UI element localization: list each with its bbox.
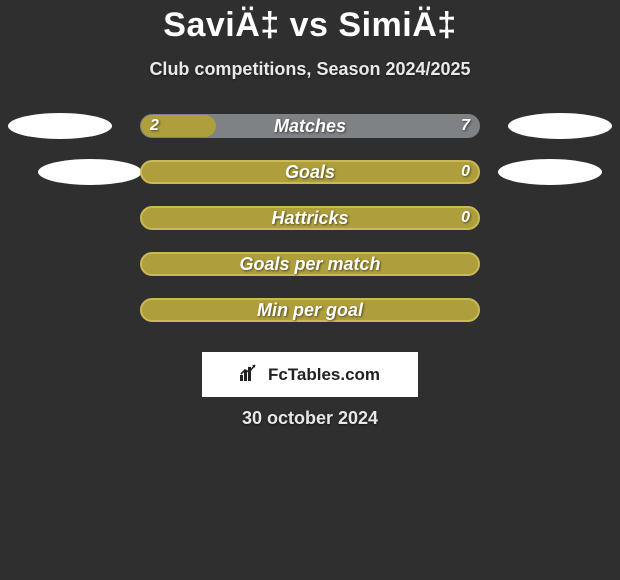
stat-bar-track — [140, 298, 480, 322]
stat-row-matches: Matches27 — [0, 112, 620, 158]
comparison-card: SaviÄ‡ vs SimiÄ‡ Club competitions, Seas… — [0, 0, 620, 580]
stat-bar-track — [140, 206, 480, 230]
credit-badge: FcTables.com — [202, 352, 418, 397]
stat-row-hattricks: Hattricks0 — [0, 204, 620, 250]
stat-bar-left-fill — [141, 115, 216, 137]
stat-bar-track — [140, 160, 480, 184]
player-left-chip — [8, 113, 112, 139]
stat-bar-track — [140, 114, 480, 138]
stat-row-min_per_goal: Min per goal — [0, 296, 620, 342]
page-title: SaviÄ‡ vs SimiÄ‡ — [0, 0, 620, 45]
player-right-chip — [498, 159, 602, 185]
player-right-chip — [508, 113, 612, 139]
page-subtitle: Club competitions, Season 2024/2025 — [0, 59, 620, 80]
player-left-chip — [38, 159, 142, 185]
stat-row-goals: Goals0 — [0, 158, 620, 204]
stat-rows: Matches27Goals0Hattricks0Goals per match… — [0, 112, 620, 342]
credit-logo-icon — [240, 363, 262, 386]
stat-bar-track — [140, 252, 480, 276]
credit-text: FcTables.com — [268, 365, 380, 385]
stat-row-goals_per_match: Goals per match — [0, 250, 620, 296]
generated-date: 30 october 2024 — [0, 408, 620, 429]
